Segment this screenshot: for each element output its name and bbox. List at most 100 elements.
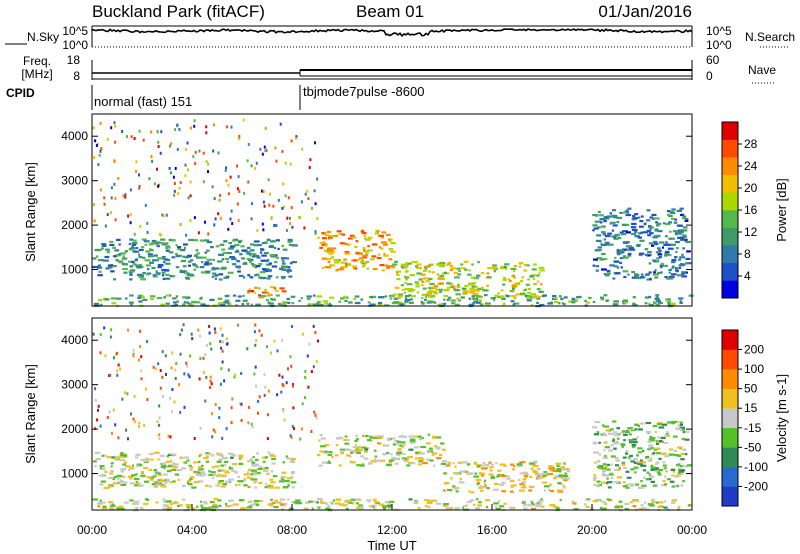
heatmap-cell bbox=[622, 255, 626, 258]
heatmap-cell bbox=[218, 273, 224, 276]
heatmap-cell bbox=[610, 444, 614, 447]
heatmap-cell bbox=[263, 204, 266, 208]
heatmap-cell bbox=[130, 135, 133, 139]
heatmap-cell bbox=[493, 267, 498, 270]
heatmap-cell bbox=[633, 466, 639, 469]
heatmap-cell bbox=[159, 386, 162, 390]
heatmap-cell bbox=[650, 464, 654, 467]
heatmap-cell bbox=[311, 507, 314, 510]
heatmap-cell bbox=[424, 505, 429, 508]
heatmap-cell bbox=[364, 251, 369, 254]
heatmap-cell bbox=[670, 243, 676, 246]
heatmap-cell bbox=[205, 131, 208, 135]
heatmap-cell bbox=[416, 263, 422, 266]
heatmap-cell bbox=[112, 477, 115, 481]
heatmap-cell bbox=[622, 230, 628, 233]
heatmap-cell bbox=[153, 474, 156, 477]
heatmap-cell bbox=[501, 297, 506, 300]
heatmap-cell bbox=[606, 217, 610, 220]
heatmap-cell bbox=[162, 257, 166, 260]
heatmap-cell bbox=[199, 357, 202, 360]
heatmap-cell bbox=[424, 267, 428, 270]
heatmap-cell bbox=[186, 168, 189, 172]
heatmap-cell bbox=[211, 268, 216, 271]
heatmap-cell bbox=[284, 257, 289, 260]
heatmap-cell bbox=[237, 295, 242, 298]
heatmap-cell bbox=[601, 252, 606, 256]
heatmap-cell bbox=[270, 351, 272, 355]
heatmap-cell bbox=[110, 328, 113, 332]
heatmap-cell bbox=[282, 300, 285, 304]
heatmap-cell bbox=[649, 228, 652, 231]
heatmap-cell bbox=[113, 482, 118, 485]
heatmap-cell bbox=[135, 453, 141, 456]
heatmap-cell bbox=[607, 232, 612, 235]
heatmap-cell bbox=[527, 287, 531, 291]
heatmap-cell bbox=[390, 453, 393, 456]
heatmap-cell bbox=[599, 218, 606, 221]
heatmap-cell bbox=[639, 422, 645, 425]
heatmap-cell bbox=[640, 273, 644, 276]
heatmap-cell bbox=[467, 283, 473, 286]
heatmap-cell bbox=[231, 504, 234, 507]
heatmap-cell bbox=[290, 206, 293, 210]
heatmap-cell bbox=[631, 444, 637, 447]
heatmap-cell bbox=[143, 466, 148, 470]
beam-label: Beam 01 bbox=[356, 2, 424, 21]
heatmap-cell bbox=[157, 140, 160, 144]
heatmap-cell bbox=[469, 287, 475, 290]
heatmap-cell bbox=[94, 427, 96, 431]
heatmap-cell bbox=[313, 189, 316, 193]
colorbar-block bbox=[722, 408, 738, 429]
heatmap-cell bbox=[455, 490, 459, 493]
heatmap-cell bbox=[680, 484, 684, 487]
heatmap-cell bbox=[210, 501, 215, 504]
heatmap-cell bbox=[666, 254, 672, 257]
heatmap-cell bbox=[226, 294, 230, 297]
heatmap-cell bbox=[661, 452, 667, 455]
heatmap-cell bbox=[321, 243, 328, 246]
heatmap-cell bbox=[388, 248, 394, 251]
heatmap-cell bbox=[269, 293, 273, 296]
heatmap-cell bbox=[360, 455, 365, 458]
heatmap-cell bbox=[206, 258, 213, 261]
heatmap-cell bbox=[245, 250, 250, 254]
heatmap-cell bbox=[535, 274, 540, 277]
colorbar-tick-label: 20 bbox=[744, 181, 758, 195]
heatmap-cell bbox=[417, 506, 421, 510]
heatmap-cell bbox=[627, 254, 632, 257]
heatmap-cell bbox=[427, 433, 431, 436]
heatmap-cell bbox=[404, 270, 408, 273]
heatmap-cell bbox=[521, 481, 526, 484]
heatmap-cell bbox=[237, 175, 240, 179]
heatmap-cell bbox=[604, 455, 607, 458]
heatmap-cell bbox=[607, 486, 612, 489]
heatmap-cell bbox=[620, 266, 623, 269]
heatmap-cell bbox=[685, 240, 691, 244]
heatmap-cell bbox=[217, 482, 222, 485]
heatmap-cell bbox=[165, 246, 168, 250]
heatmap-cell bbox=[408, 498, 413, 501]
heatmap-cell bbox=[385, 233, 391, 236]
heatmap-cell bbox=[351, 259, 355, 262]
heatmap-cell bbox=[158, 416, 161, 420]
heatmap-cell bbox=[628, 245, 632, 248]
heatmap-cell bbox=[104, 224, 107, 228]
heatmap-cell bbox=[93, 219, 96, 223]
heatmap-cell bbox=[139, 345, 142, 349]
heatmap-cell bbox=[637, 424, 640, 427]
heatmap-cell bbox=[671, 485, 675, 488]
heatmap-cell bbox=[268, 302, 274, 305]
heatmap-cell bbox=[215, 245, 220, 248]
heatmap-cell bbox=[287, 301, 291, 304]
heatmap-cell bbox=[648, 226, 654, 229]
heatmap-cell bbox=[230, 406, 233, 410]
heatmap-cell bbox=[214, 274, 218, 277]
heatmap-cell bbox=[664, 235, 668, 238]
heatmap-cell bbox=[266, 472, 270, 475]
heatmap-cell bbox=[378, 503, 384, 506]
heatmap-cell bbox=[611, 214, 615, 217]
heatmap-cell bbox=[105, 248, 110, 251]
heatmap-cell bbox=[225, 166, 228, 170]
heatmap-cell bbox=[337, 268, 342, 271]
